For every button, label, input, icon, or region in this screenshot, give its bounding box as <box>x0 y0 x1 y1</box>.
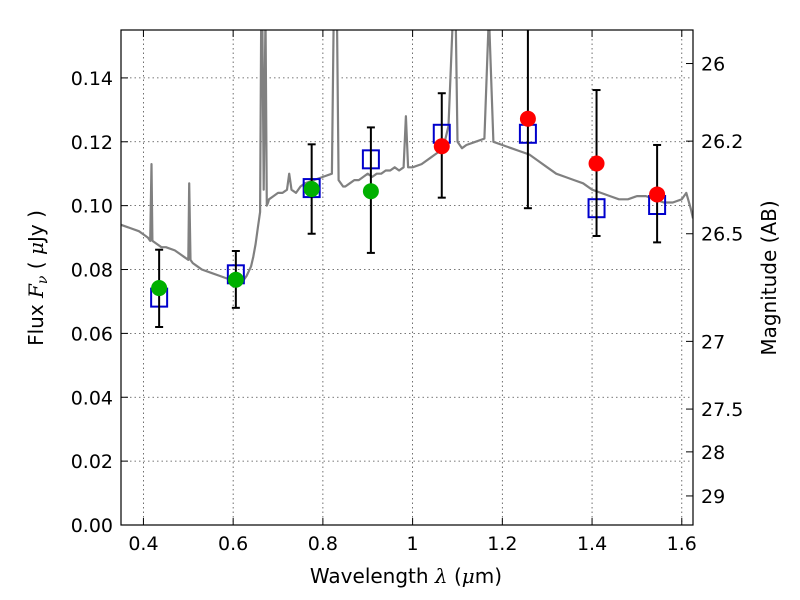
y-tick-label: 0.14 <box>71 68 113 90</box>
model-spectrum-line <box>121 30 693 284</box>
y-tick-label: 0.12 <box>71 132 113 154</box>
observed-point <box>151 280 168 297</box>
observed-point <box>588 155 605 172</box>
y-tick-label: 0.10 <box>71 196 113 218</box>
y2-tick-label: 26.2 <box>701 131 743 153</box>
x-tick-label: 1.2 <box>487 533 517 555</box>
y2-tick-label: 27 <box>701 331 725 353</box>
y2-tick-label: 26 <box>701 54 725 76</box>
x-tick-label: 1 <box>407 533 419 555</box>
observed-point <box>303 181 320 198</box>
plot-frame <box>120 29 694 526</box>
x-tick-label: 1.6 <box>667 533 697 555</box>
y-tick-label: 0.08 <box>71 260 113 282</box>
observed-point <box>362 183 379 200</box>
observed-point <box>227 271 244 288</box>
y-tick-label: 0.02 <box>71 451 113 473</box>
observed-point <box>649 186 666 203</box>
x-axis-label: Wavelength λ (μm) <box>310 564 502 588</box>
x-tick-label: 1.4 <box>577 533 607 555</box>
plot-area <box>121 30 693 328</box>
y2-tick-label: 29 <box>701 486 725 508</box>
y-tick-label: 0.06 <box>71 323 113 345</box>
axes: 0.4 0.6 0.8 1 1.2 1.4 1.6 0.00 0.02 0.04 0.06 0.08 0… <box>71 30 743 555</box>
y2-tick-label: 28 <box>701 442 725 464</box>
y2-axis-label: Magnitude (AB) <box>757 200 781 355</box>
observed-point <box>433 138 450 155</box>
x-tick-label: 0.8 <box>308 533 338 555</box>
x-tick-label: 0.4 <box>128 533 158 555</box>
y-axis-label: Flux Fν ( μJy ) <box>24 210 51 346</box>
y2-tick-label: 26.5 <box>701 224 743 246</box>
x-tick-label: 0.6 <box>218 533 248 555</box>
grid <box>121 30 693 526</box>
y-tick-label: 0.04 <box>71 387 113 409</box>
y-tick-label: 0.00 <box>71 515 113 537</box>
observed-point <box>519 110 536 127</box>
y2-tick-label: 27.5 <box>701 399 743 421</box>
